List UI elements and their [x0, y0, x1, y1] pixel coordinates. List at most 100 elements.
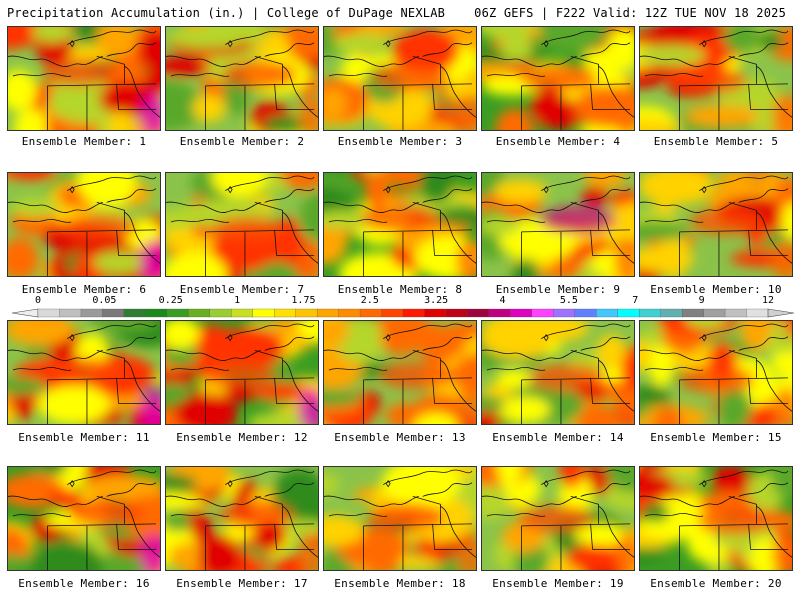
colorbar-bin [639, 308, 662, 318]
precip-map [166, 173, 318, 276]
ensemble-member-label: Ensemble Member: 13 [334, 431, 466, 444]
colorbar-bin [703, 308, 726, 318]
colorbar-bin [402, 308, 425, 318]
ensemble-map-panel [639, 172, 793, 277]
ensemble-map-panel [323, 26, 477, 131]
map-boundaries [640, 175, 792, 276]
ensemble-member-label: Ensemble Member: 14 [492, 431, 624, 444]
model-run-info: 06Z GEFS | F222 Valid: 12Z TUE NOV 18 20… [474, 6, 786, 20]
precip-map [640, 321, 792, 424]
colorbar-bin [102, 308, 125, 318]
colorbar-min-arrow [11, 308, 39, 318]
colorbar-bin [531, 308, 554, 318]
ensemble-map-panel [7, 320, 161, 425]
colorbar-tick-label: 0.05 [92, 295, 117, 306]
colorbar-bin [274, 308, 297, 318]
ensemble-member-label: Ensemble Member: 17 [176, 577, 308, 590]
colorbar-bin [231, 308, 254, 318]
ensemble-map-panel [639, 26, 793, 131]
colorbar-bin [316, 308, 340, 318]
ensemble-member-label: Ensemble Member: 4 [495, 135, 621, 148]
precip-map [482, 27, 634, 130]
map-boundaries [482, 323, 634, 424]
precip-map [640, 467, 792, 570]
colorbar: 0 0.05 0.25 1 1.75 2.5 3.25 4 5.5 7 9 12 [0, 295, 800, 321]
station-marker-icon [69, 186, 75, 194]
ensemble-map-panel [165, 320, 319, 425]
ensemble-member-label: Ensemble Member: 3 [337, 135, 463, 148]
colorbar-bin [724, 308, 747, 318]
ensemble-map-panel [323, 320, 477, 425]
colorbar-bin [681, 308, 705, 318]
precip-map [482, 467, 634, 570]
ensemble-map-panel [7, 172, 161, 277]
station-marker-icon [227, 334, 233, 342]
map-title: Precipitation Accumulation (in.) | Colle… [7, 6, 446, 20]
station-marker-icon [701, 186, 707, 194]
ensemble-map-panel [165, 466, 319, 571]
colorbar-tick-label: 3.25 [424, 295, 449, 306]
ensemble-map-panel [165, 172, 319, 277]
colorbar-bin [467, 308, 490, 318]
colorbar-bin [123, 308, 146, 318]
map-boundaries [324, 323, 476, 424]
precip-map [324, 173, 476, 276]
station-marker-icon [701, 334, 707, 342]
station-marker-icon [69, 40, 75, 48]
map-boundaries [324, 29, 476, 130]
ensemble-member-label: Ensemble Member: 12 [176, 431, 308, 444]
colorbar-tick-label: 4 [499, 295, 506, 306]
map-boundaries [166, 469, 318, 570]
ensemble-member-label: Ensemble Member: 19 [492, 577, 624, 590]
colorbar-tick-label: 2.5 [360, 295, 379, 306]
map-boundaries [8, 29, 160, 130]
precip-map [482, 173, 634, 276]
colorbar-bin [295, 308, 318, 318]
colorbar-tick-label: 0 [34, 295, 42, 306]
station-marker-icon [543, 186, 549, 194]
colorbar-tick-label: 7 [632, 295, 639, 306]
ensemble-member-label: Ensemble Member: 5 [653, 135, 779, 148]
colorbar-tick-label: 12 [761, 295, 775, 306]
map-boundaries [482, 175, 634, 276]
ensemble-member-label: Ensemble Member: 8 [337, 283, 463, 296]
precip-map [324, 321, 476, 424]
station-marker-icon [543, 480, 549, 488]
ensemble-member-label: Ensemble Member: 15 [650, 431, 782, 444]
station-marker-icon [543, 40, 549, 48]
map-boundaries [324, 175, 476, 276]
precip-map [8, 467, 160, 570]
colorbar-bin [166, 308, 189, 318]
ensemble-member-label: Ensemble Member: 2 [179, 135, 305, 148]
ensemble-map-panel [481, 466, 635, 571]
precip-map [8, 27, 160, 130]
map-boundaries [8, 323, 160, 424]
station-marker-icon [227, 480, 233, 488]
ensemble-map-panel [639, 320, 793, 425]
map-boundaries [8, 175, 160, 276]
map-boundaries [166, 29, 318, 130]
map-boundaries [640, 29, 792, 130]
ensemble-map-panel [323, 172, 477, 277]
station-marker-icon [701, 480, 707, 488]
map-boundaries [8, 469, 160, 570]
precip-map [640, 173, 792, 276]
colorbar-bin [145, 308, 168, 318]
station-marker-icon [69, 480, 75, 488]
map-boundaries [482, 469, 634, 570]
map-boundaries [166, 175, 318, 276]
map-boundaries [324, 469, 476, 570]
station-marker-icon [701, 40, 707, 48]
colorbar-scale [11, 308, 795, 318]
colorbar-bin [37, 308, 60, 318]
station-marker-icon [543, 334, 549, 342]
ensemble-member-label: Ensemble Member: 6 [21, 283, 147, 296]
precip-map [166, 321, 318, 424]
colorbar-bin [746, 308, 769, 318]
colorbar-bin [252, 308, 275, 318]
colorbar-bin [80, 308, 103, 318]
precip-map [324, 27, 476, 130]
colorbar-max-arrow [767, 308, 795, 318]
colorbar-tick-label: 0.25 [158, 295, 183, 306]
station-marker-icon [385, 480, 391, 488]
